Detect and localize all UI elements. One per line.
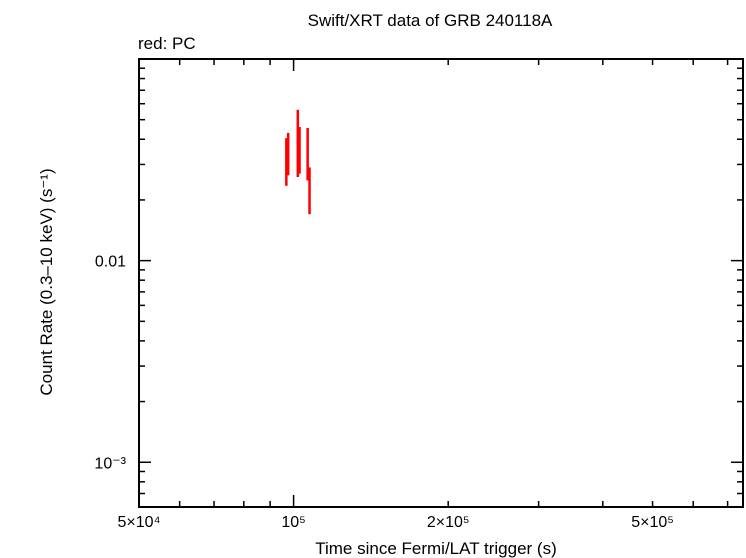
y-tick-label: 10⁻³ bbox=[94, 455, 126, 472]
axis-ticks bbox=[138, 59, 743, 508]
series-pc bbox=[285, 109, 311, 215]
y-axis-label: Count Rate (0.3–10 keV) (s⁻¹) bbox=[37, 168, 56, 395]
x-axis-label: Time since Fermi/LAT trigger (s) bbox=[315, 539, 557, 558]
y-tick-label: 0.01 bbox=[95, 254, 126, 271]
chart-subtitle: red: PC bbox=[138, 34, 196, 53]
chart-title: Swift/XRT data of GRB 240118A bbox=[308, 11, 553, 30]
x-tick-label: 10⁵ bbox=[281, 514, 305, 531]
plot-frame bbox=[138, 58, 744, 508]
x-tick-label: 5×10⁴ bbox=[118, 514, 161, 531]
x-tick-label: 5×10⁵ bbox=[631, 514, 674, 531]
x-tick-label: 2×10⁵ bbox=[427, 514, 470, 531]
data-series bbox=[285, 109, 311, 215]
axis-tick-labels: 5×10⁴ 10⁵ 2×10⁵ 5×10⁵ 0.01 10⁻³ bbox=[94, 254, 673, 531]
